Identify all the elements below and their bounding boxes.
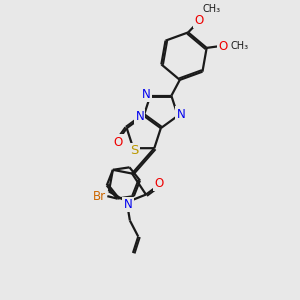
Text: N: N [142, 88, 151, 101]
Text: O: O [218, 40, 227, 53]
Text: CH₃: CH₃ [203, 4, 221, 14]
Text: N: N [177, 108, 185, 121]
Text: N: N [124, 198, 132, 211]
Text: N: N [135, 110, 144, 123]
Text: Br: Br [93, 190, 106, 202]
Text: S: S [130, 144, 139, 157]
Text: O: O [194, 14, 204, 27]
Text: CH₃: CH₃ [231, 41, 249, 51]
Text: O: O [154, 177, 164, 190]
Text: O: O [114, 136, 123, 148]
